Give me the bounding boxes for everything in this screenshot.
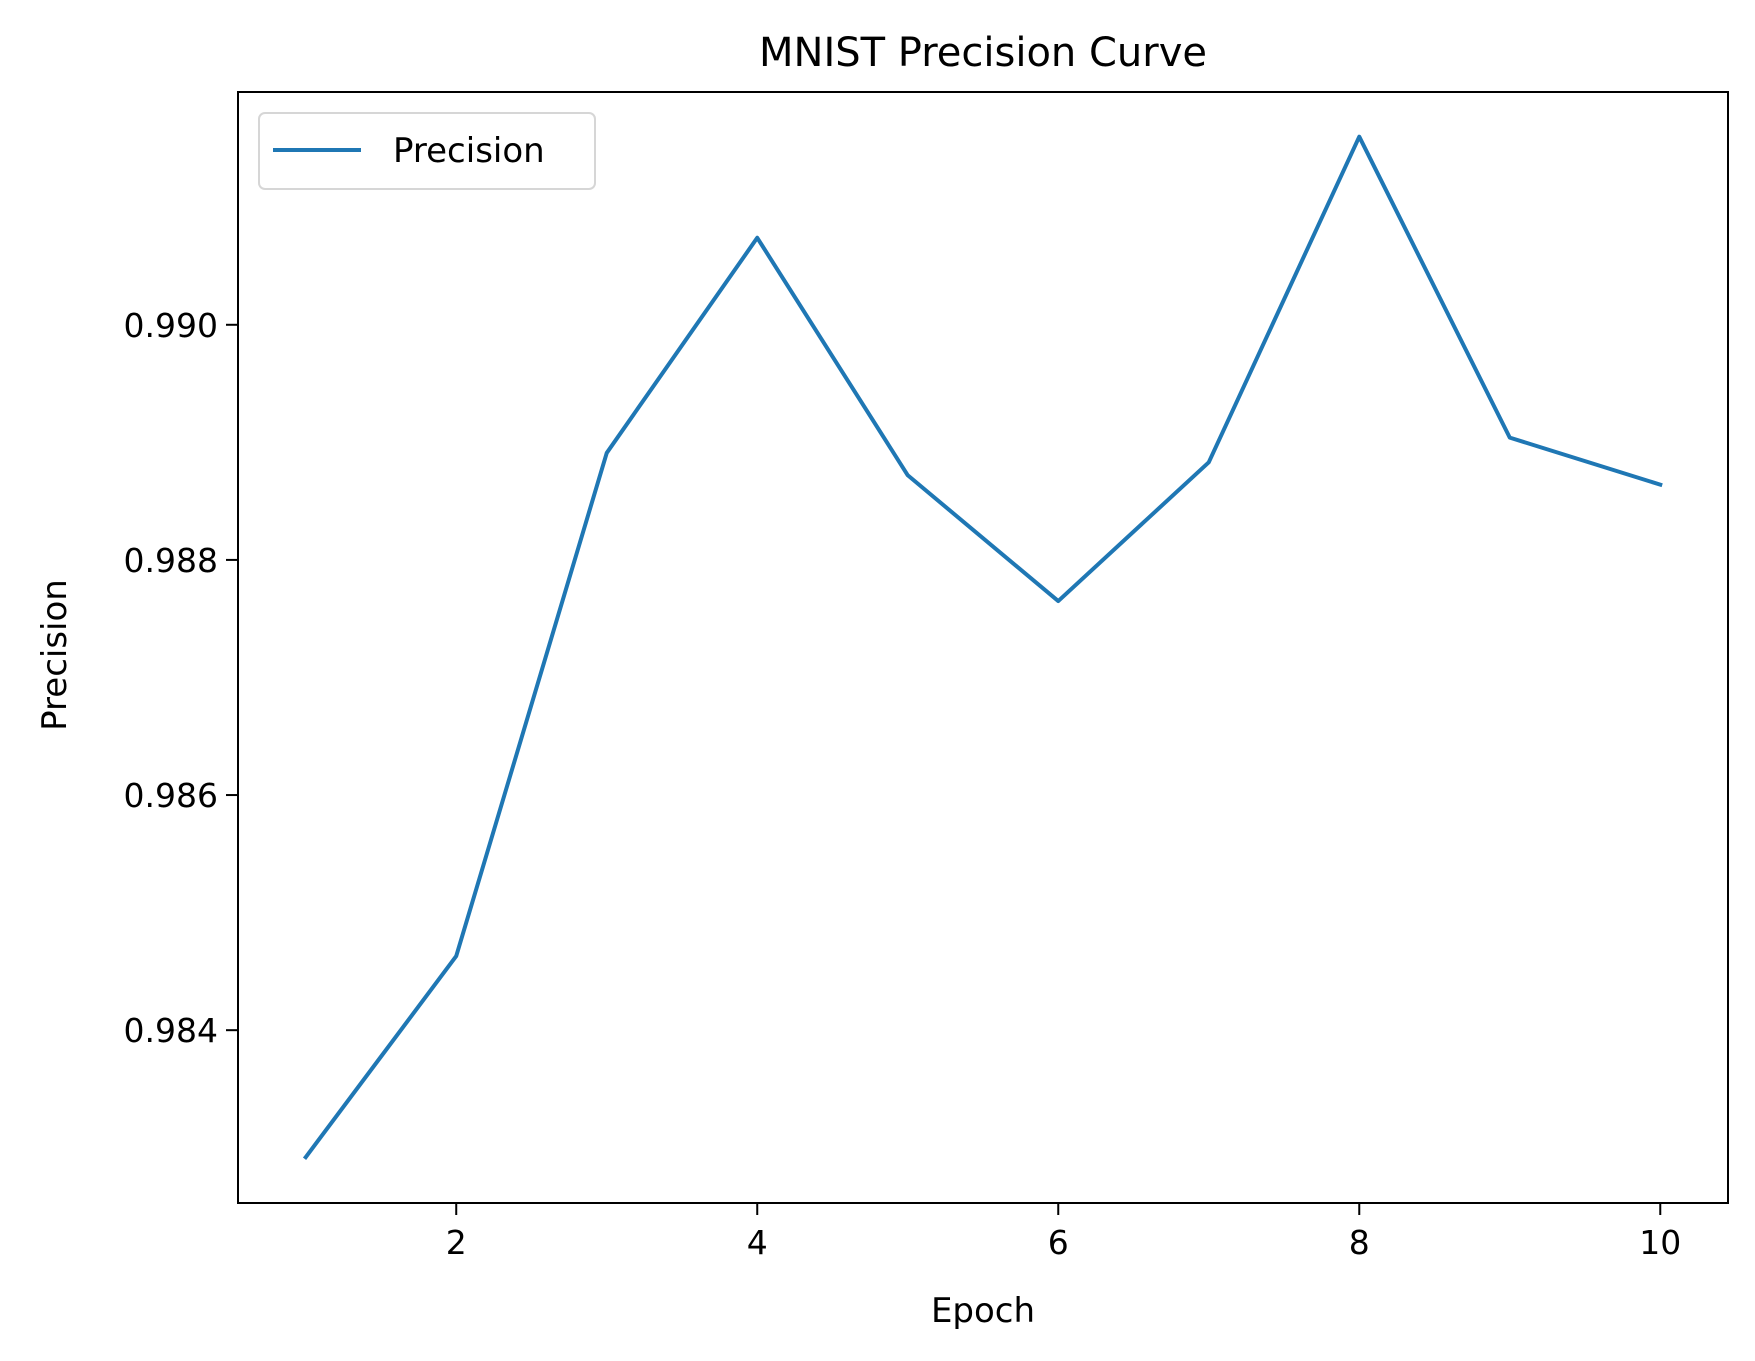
x-tick-label: 10 <box>1639 1223 1681 1262</box>
x-axis: 2 4 6 8 10 <box>446 1203 1681 1262</box>
plot-frame <box>237 91 1729 1204</box>
x-tick-label: 6 <box>1048 1223 1069 1262</box>
legend-frame <box>258 112 596 190</box>
y-tick-label: 0.990 <box>124 306 218 345</box>
y-axis: 0.984 0.986 0.988 0.990 <box>124 306 238 1050</box>
y-tick-label: 0.984 <box>124 1011 218 1050</box>
x-axis-label: Epoch <box>931 1291 1035 1331</box>
legend-label-precision: Precision <box>393 131 545 171</box>
series-line-precision <box>302 134 1663 1160</box>
y-tick-label: 0.986 <box>124 776 218 815</box>
x-tick-label: 4 <box>747 1223 768 1262</box>
x-tick-label: 8 <box>1349 1223 1370 1262</box>
y-axis-label: Precision <box>35 579 75 731</box>
chart-title: MNIST Precision Curve <box>759 30 1207 76</box>
plot-area <box>237 91 1729 1204</box>
y-tick-label: 0.988 <box>124 541 218 580</box>
legend: Precision <box>258 112 596 190</box>
x-tick-label: 2 <box>446 1223 467 1262</box>
